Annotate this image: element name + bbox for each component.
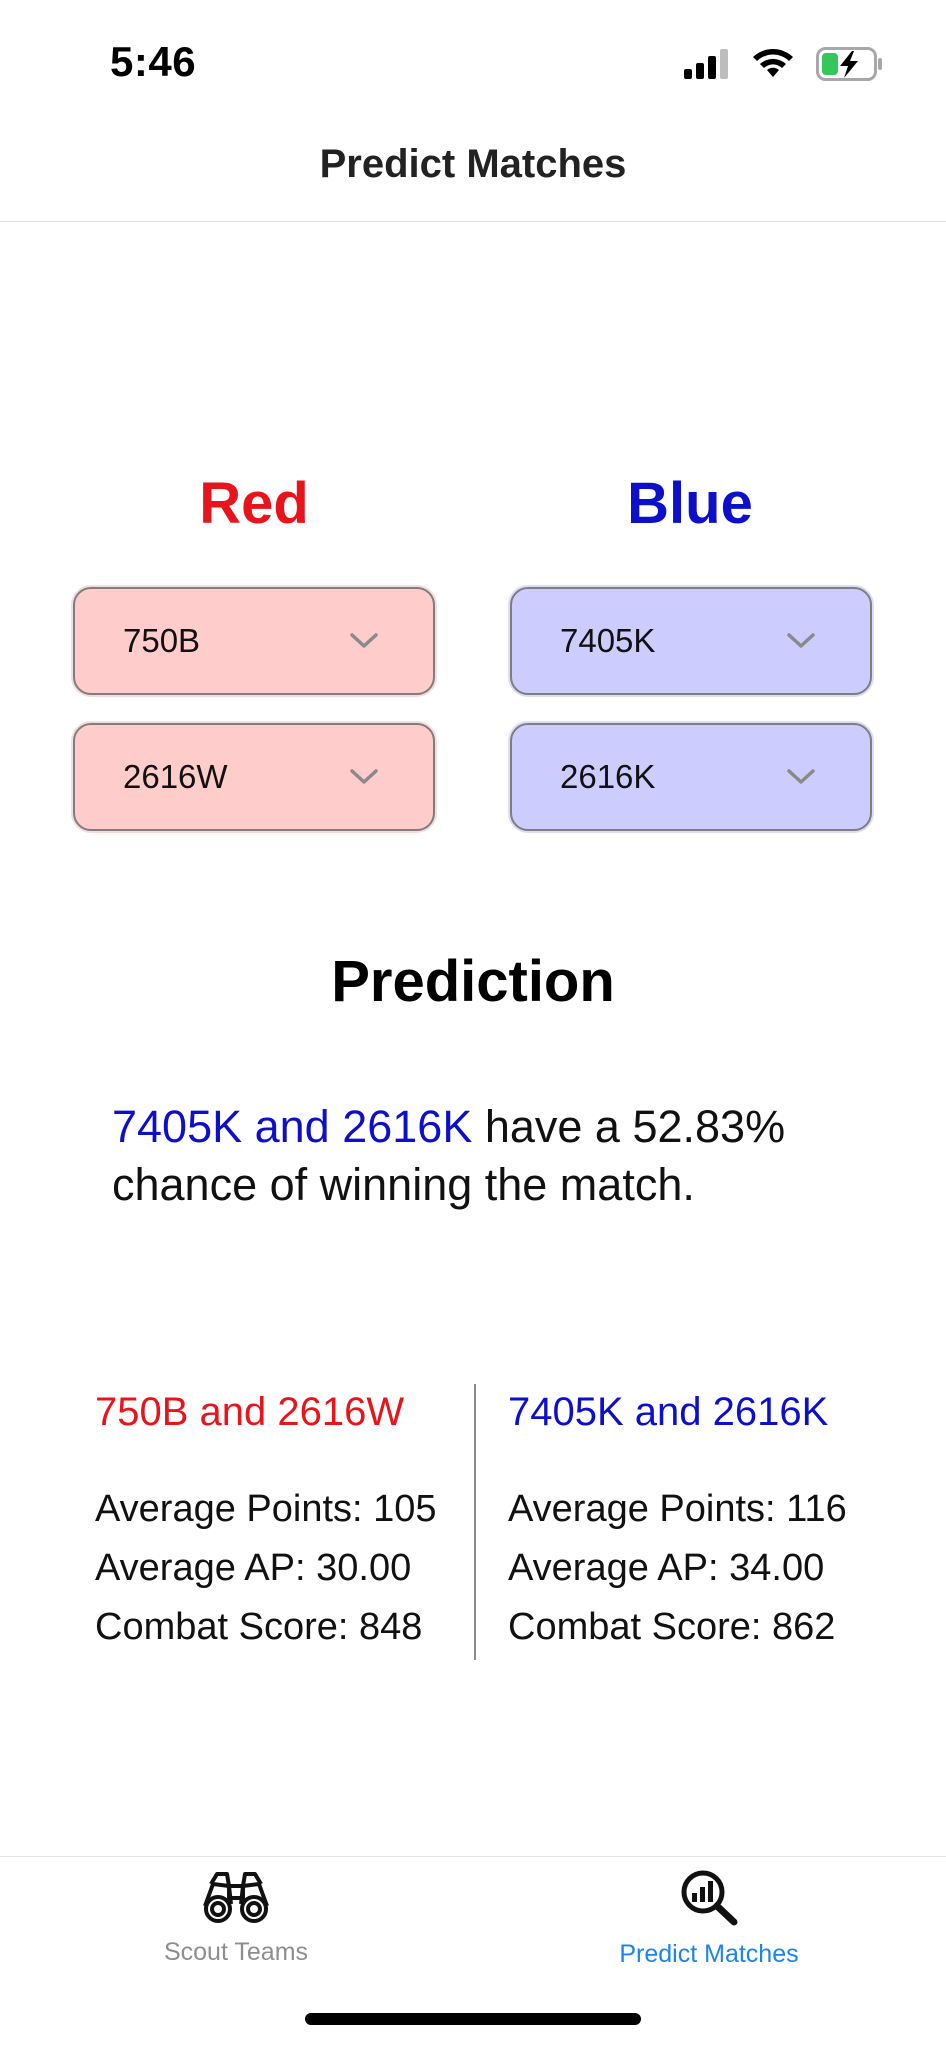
cellular-signal-icon	[684, 49, 728, 79]
stats-divider	[474, 1384, 476, 1660]
nav-divider	[0, 221, 946, 222]
blue-team-2-value: 2616K	[560, 758, 656, 795]
binoculars-icon	[203, 1872, 269, 1923]
tab-predict-matches-label: Predict Matches	[619, 1940, 799, 1968]
red-team-2-picker[interactable]: 2616W	[73, 723, 435, 831]
chart-magnifier-icon	[681, 1870, 738, 1926]
prediction-teams: 7405K and 2616K	[112, 1101, 473, 1152]
status-icons	[684, 44, 884, 84]
blue-stats-title: 7405K and 2616K	[508, 1390, 829, 1434]
tab-bar-divider	[0, 1856, 946, 1857]
battery-charging-icon	[816, 47, 882, 81]
prediction-line-2: chance of winning the match.	[112, 1159, 695, 1210]
wifi-icon	[753, 49, 793, 77]
status-time: 5:46	[110, 38, 197, 85]
red-alliance-title: Red	[199, 471, 309, 536]
blue-team-1-picker[interactable]: 7405K	[510, 587, 872, 695]
chevron-down-icon	[350, 769, 378, 784]
page-title: Predict Matches	[319, 142, 627, 186]
red-average-ap: Average AP: 30.00	[95, 1547, 412, 1589]
red-team-2-value: 2616W	[123, 758, 228, 795]
red-stats-title: 750B and 2616W	[95, 1390, 405, 1434]
blue-alliance-title: Blue	[627, 471, 753, 536]
red-team-1-picker[interactable]: 750B	[73, 587, 435, 695]
chevron-down-icon	[787, 633, 815, 648]
home-indicator	[305, 2013, 641, 2025]
prediction-title: Prediction	[331, 949, 615, 1014]
tab-predict-matches[interactable]: Predict Matches	[559, 1868, 859, 1969]
blue-team-1-value: 7405K	[560, 622, 656, 659]
blue-stats-column: 7405K and 2616K Average Points: 116 Aver…	[508, 1384, 888, 1657]
tab-scout-teams[interactable]: Scout Teams	[86, 1868, 386, 1967]
prediction-text: 7405K and 2616K have a 52.83% chance of …	[112, 1098, 872, 1214]
chevron-down-icon	[350, 633, 378, 648]
blue-average-points: Average Points: 116	[508, 1488, 847, 1530]
blue-team-2-picker[interactable]: 2616K	[510, 723, 872, 831]
red-team-1-value: 750B	[123, 622, 201, 659]
prediction-percent-text: have a 52.83%	[472, 1101, 786, 1152]
chevron-down-icon	[787, 769, 815, 784]
red-average-points: Average Points: 105	[95, 1488, 437, 1530]
red-stats-column: 750B and 2616W Average Points: 105 Avera…	[95, 1384, 475, 1657]
tab-scout-teams-label: Scout Teams	[163, 1938, 309, 1966]
red-combat-score: Combat Score: 848	[95, 1606, 423, 1648]
blue-average-ap: Average AP: 34.00	[508, 1547, 825, 1589]
blue-combat-score: Combat Score: 862	[508, 1606, 836, 1648]
